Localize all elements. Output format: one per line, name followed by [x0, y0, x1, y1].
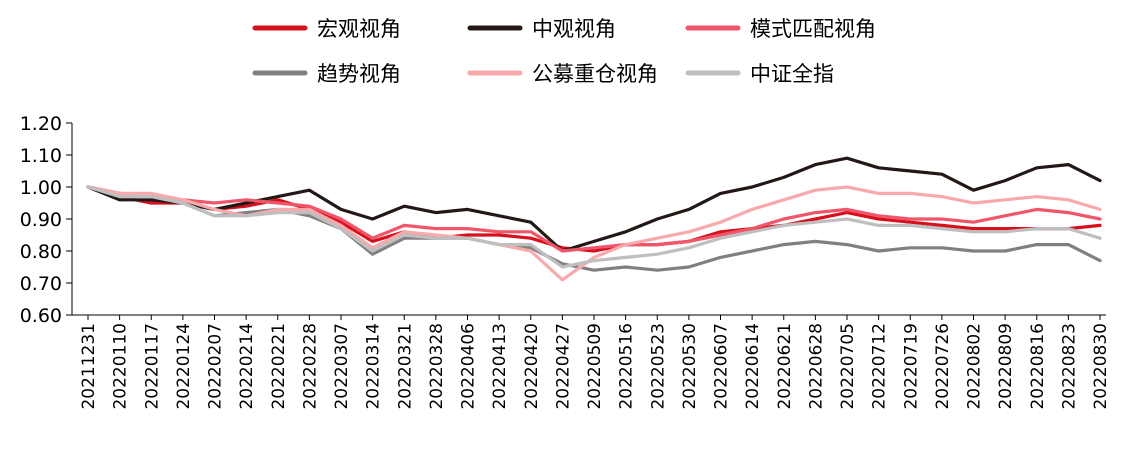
x-tick-label: 20220314: [364, 323, 384, 410]
legend-label: 趋势视角: [317, 62, 401, 86]
y-tick-label: 0.90: [20, 209, 62, 231]
x-tick-label: 20220614: [743, 323, 763, 410]
legend-label: 模式匹配视角: [750, 17, 876, 41]
x-tick-label: 20220214: [237, 323, 257, 410]
x-tick-label: 20220802: [965, 323, 985, 410]
series-line-2: [86, 185, 1102, 253]
x-tick-label: 20220124: [174, 323, 194, 410]
x-tick-label: 20220516: [617, 323, 637, 410]
legend-item-5: 中证全指: [685, 62, 834, 86]
x-tick-label: 20220523: [648, 323, 668, 410]
x-tick-label: 20220117: [142, 323, 162, 410]
series-line-0: [86, 185, 1102, 253]
x-tick-label: 20220823: [1059, 323, 1079, 410]
x-tick-label: 20220628: [806, 323, 826, 410]
y-tick-label: 0.70: [20, 273, 62, 295]
x-tick-label: 20220110: [111, 323, 131, 410]
x-tick-label: 20220816: [1028, 323, 1048, 410]
x-tick-label: 20220607: [712, 323, 732, 410]
legend-label: 中证全指: [750, 62, 834, 86]
legend-label: 中观视角: [532, 17, 616, 41]
y-tick-label: 1.00: [20, 177, 62, 199]
series-layer: [86, 156, 1102, 282]
x-tick-label: 20220307: [332, 323, 352, 410]
legend-item-4: 公募重仓视角: [467, 62, 658, 86]
x-tick-label: 20220413: [490, 323, 510, 410]
x-tick-label: 20220228: [300, 323, 320, 410]
x-tick-label: 20220705: [838, 323, 858, 410]
x-tick-label: 20220406: [459, 323, 479, 410]
series-line-3: [86, 185, 1102, 272]
legend-label: 公募重仓视角: [532, 62, 658, 86]
x-tick-label: 20220221: [269, 323, 289, 410]
x-tick-label: 20220427: [553, 323, 573, 410]
legend-item-2: 模式匹配视角: [685, 17, 876, 41]
x-tick-label: 20220726: [933, 323, 953, 410]
legend-item-1: 中观视角: [467, 17, 616, 41]
y-tick-label: 1.10: [20, 145, 62, 167]
x-tick-label: 20220830: [1091, 323, 1111, 410]
legend-item-3: 趋势视角: [252, 62, 401, 86]
series-line-1: [86, 156, 1102, 253]
x-tick-label: 20220420: [522, 323, 542, 410]
y-tick-label: 1.20: [20, 113, 62, 135]
x-tick-label: 20220321: [395, 323, 415, 410]
x-tick-label: 20220621: [775, 323, 795, 410]
legend-label: 宏观视角: [317, 17, 401, 41]
x-tick-label: 20220530: [680, 323, 700, 410]
x-tick-label: 20211231: [79, 323, 99, 410]
y-axis: 0.60 0.70 0.80 0.90 1.00 1.10 1.20: [20, 113, 73, 327]
y-tick-label: 0.60: [20, 305, 62, 327]
x-axis: 20211231 20220110 20220117 20220124 20220207…: [72, 314, 1111, 410]
x-tick-label: 20220719: [901, 323, 921, 410]
x-tick-label: 20220207: [206, 323, 226, 410]
x-tick-label: 20220509: [585, 323, 605, 410]
legend-item-0: 宏观视角: [252, 17, 401, 41]
x-tick-label: 20220328: [427, 323, 447, 410]
x-tick-label: 20220809: [996, 323, 1016, 410]
y-tick-label: 0.80: [20, 241, 62, 263]
x-tick-label: 20220712: [870, 323, 890, 410]
series-line-5: [86, 185, 1102, 269]
